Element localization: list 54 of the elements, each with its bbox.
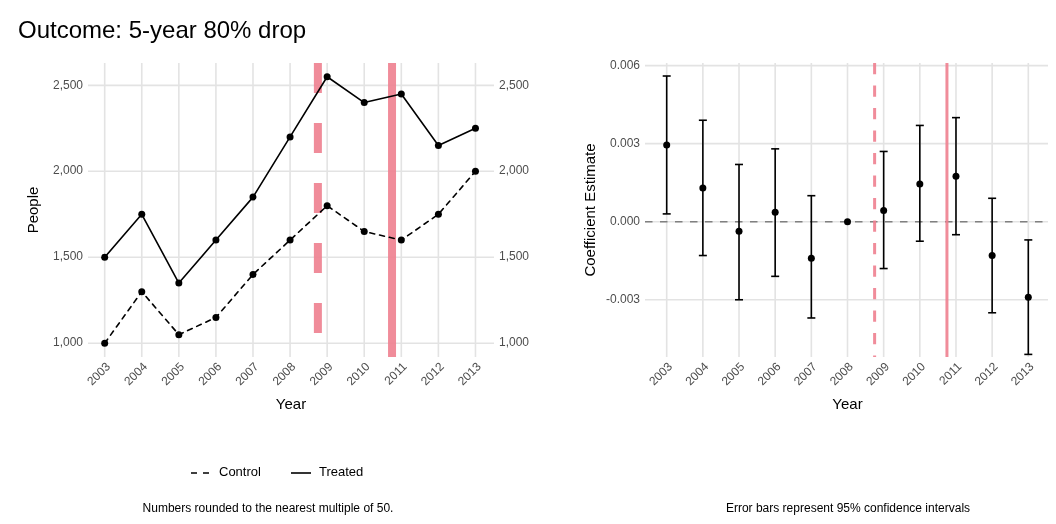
point: [286, 133, 294, 141]
point: [175, 331, 183, 339]
y2-tick-label: 1,500: [499, 249, 530, 264]
point: [138, 210, 146, 218]
text: Numbers rounded to the nearest multiple of 50.: [142, 501, 394, 515]
x-axis-title: Year: [832, 395, 863, 412]
text: Error bars represent 95% confidence intervals: [725, 501, 971, 515]
legend-label: Treated: [319, 464, 364, 480]
point: [988, 252, 996, 260]
point: [249, 270, 257, 278]
y-axis-title: Coefficient Estimate: [581, 143, 598, 277]
point: [360, 99, 368, 107]
point: [323, 202, 331, 210]
point: [397, 90, 405, 98]
point: [360, 227, 368, 235]
point: [286, 236, 294, 244]
point: [771, 208, 779, 216]
point: [212, 313, 220, 321]
y2-tick-label: 1,000: [499, 335, 530, 350]
point: [101, 339, 109, 347]
y-axis-title: People: [24, 186, 41, 234]
legend-label: Control: [219, 464, 262, 480]
point: [138, 288, 146, 296]
point: [663, 141, 671, 149]
point: [249, 193, 257, 201]
y2-tick-label: 2,500: [499, 77, 530, 92]
point: [916, 180, 924, 188]
point: [101, 253, 109, 261]
point: [844, 218, 851, 226]
y-tick-label: -0.003: [605, 291, 641, 306]
y-tick-label: 1,500: [52, 249, 84, 264]
point: [952, 172, 960, 180]
point: [735, 227, 743, 235]
point: [397, 236, 405, 244]
y-tick-label: 2,500: [52, 77, 84, 92]
point: [212, 236, 220, 244]
point: [434, 142, 442, 150]
point: [323, 73, 331, 81]
point: [175, 279, 183, 287]
point: [1024, 293, 1032, 301]
y-tick-label: 0.003: [609, 135, 641, 150]
y-tick-label: 1,000: [52, 335, 84, 350]
point: [699, 184, 707, 192]
y-tick-label: 0.000: [609, 213, 641, 228]
point: [434, 210, 442, 218]
point: [880, 207, 888, 215]
y2-tick-label: 2,000: [499, 163, 530, 178]
chart-title: Outcome: 5-year 80% drop: [18, 16, 307, 43]
point: [471, 167, 479, 175]
point: [807, 254, 815, 262]
x-axis-title: Year: [275, 395, 307, 412]
point: [471, 124, 479, 132]
y-tick-label: 0.006: [609, 57, 641, 72]
y-tick-label: 2,000: [52, 163, 84, 178]
